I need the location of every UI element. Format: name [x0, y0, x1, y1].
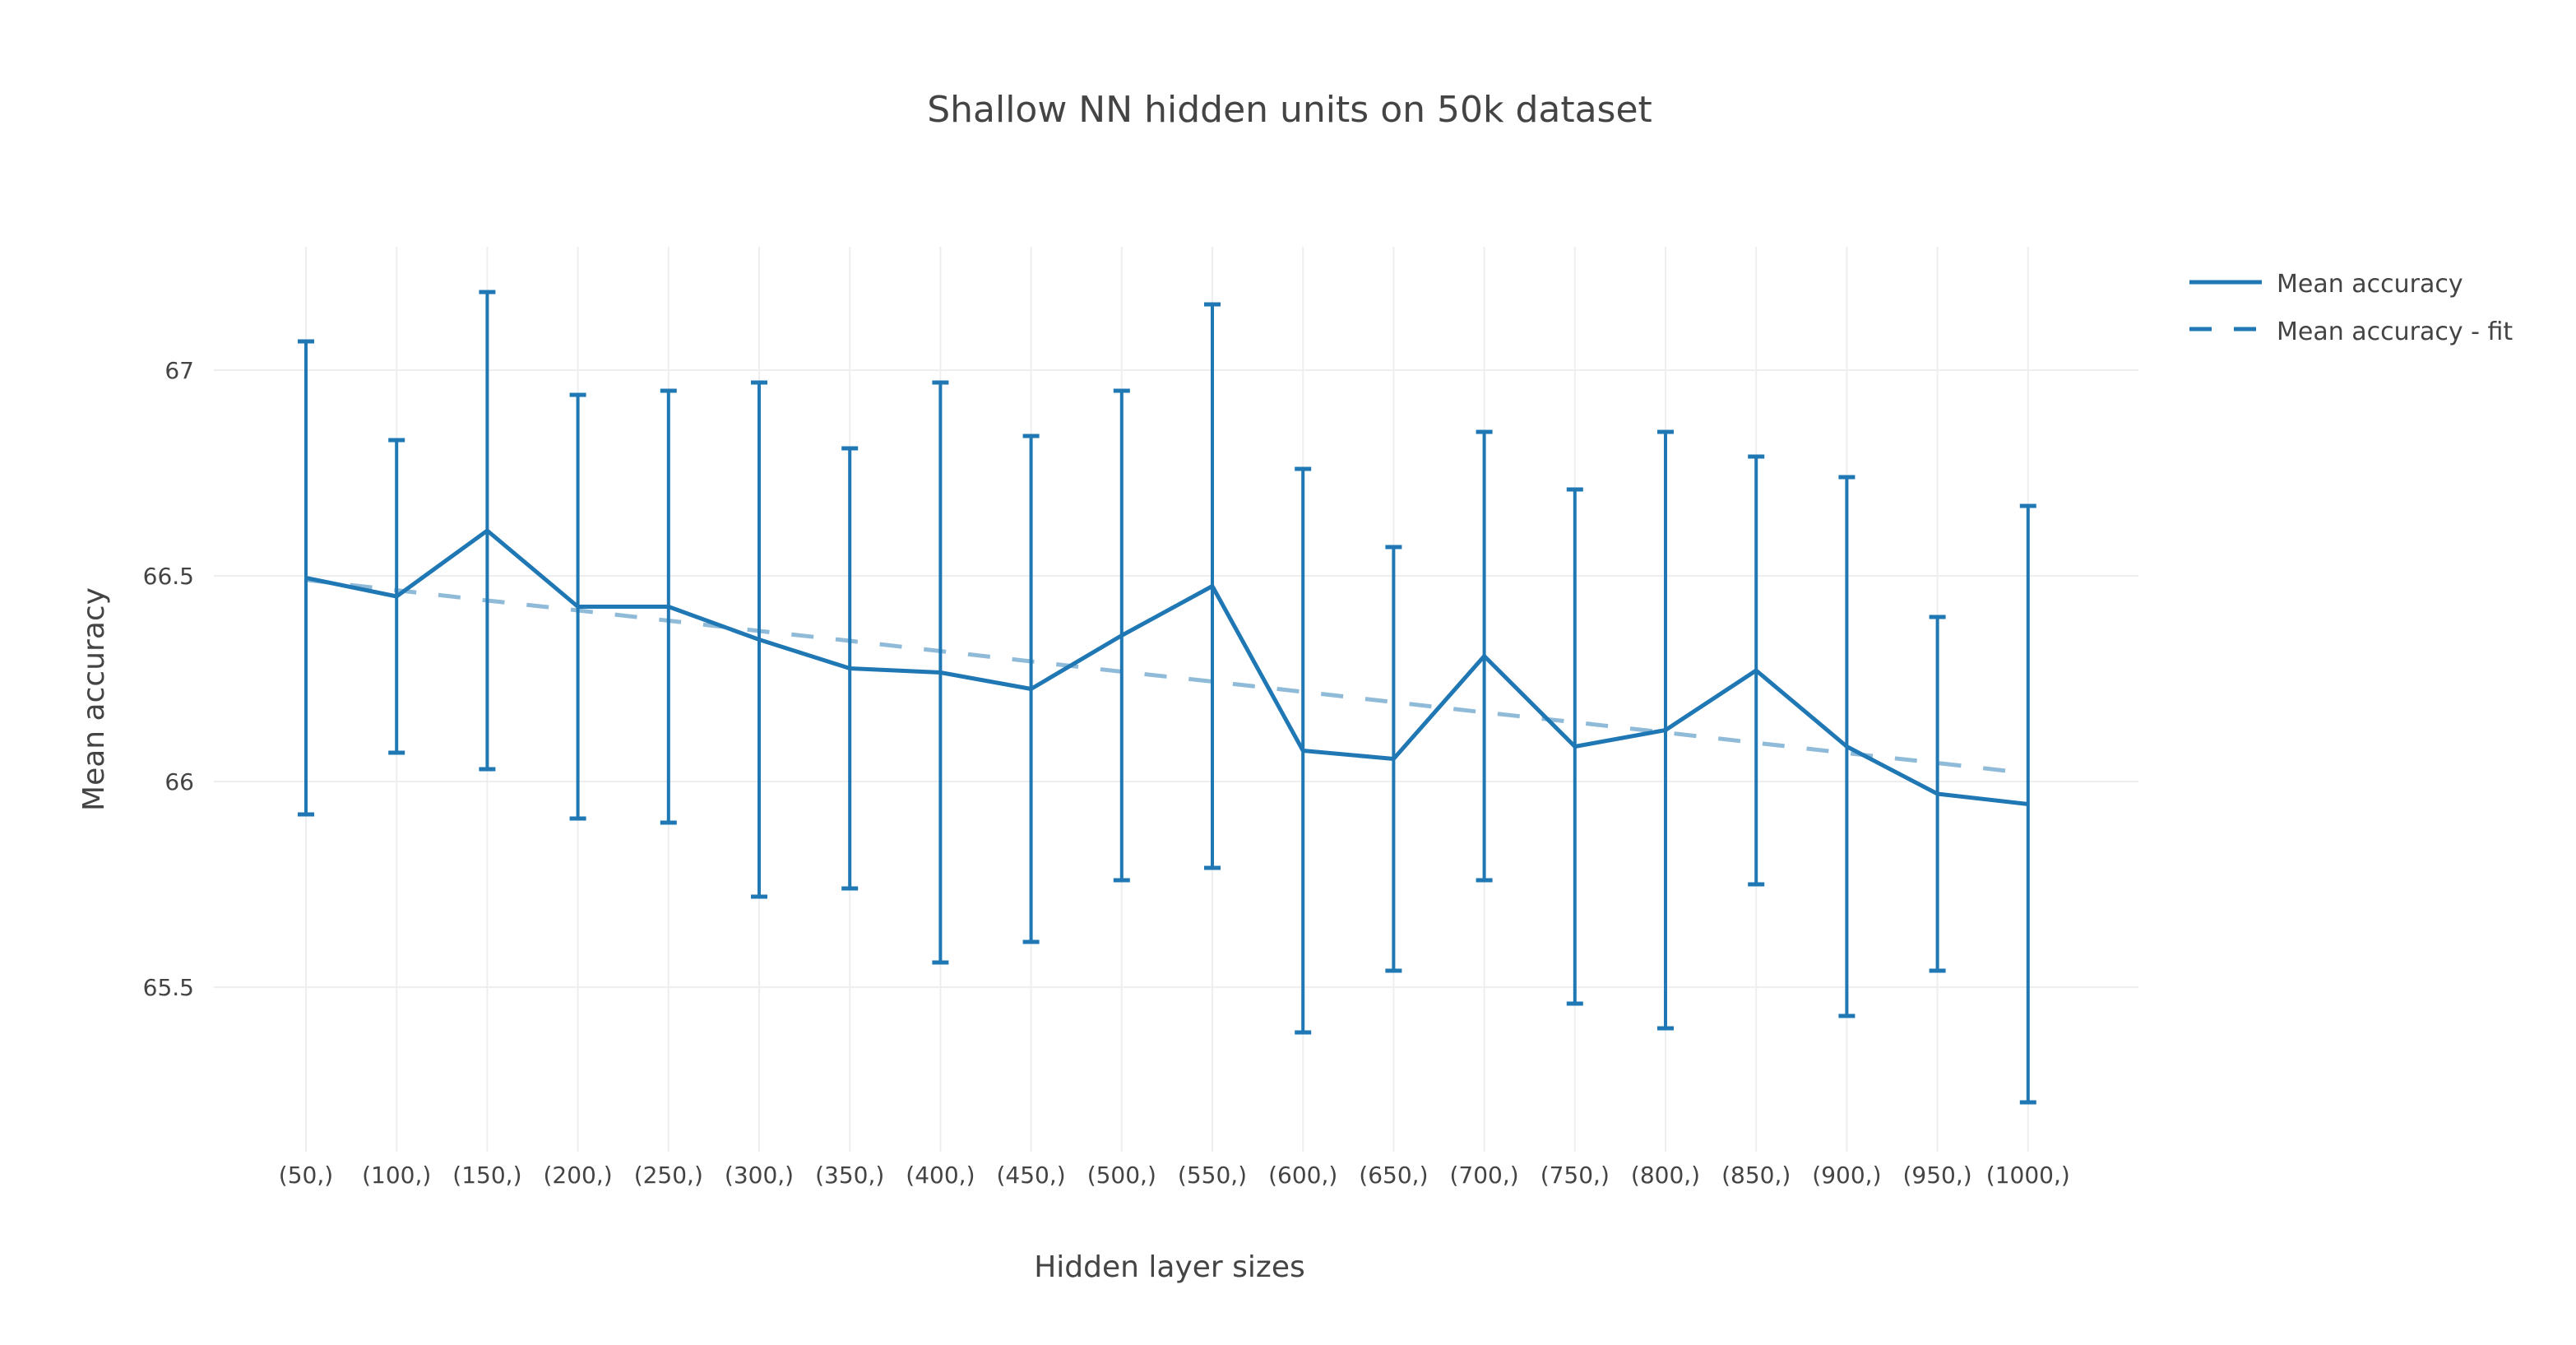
x-tick-label: (500,) — [1087, 1162, 1156, 1189]
x-tick-label: (50,) — [279, 1162, 333, 1189]
y-tick-label: 67 — [164, 357, 194, 384]
chart-title: Shallow NN hidden units on 50k dataset — [927, 89, 1652, 131]
x-tick-label: (950,) — [1902, 1162, 1971, 1189]
x-tick-label: (200,) — [543, 1162, 612, 1189]
x-tick-label: (600,) — [1268, 1162, 1337, 1189]
x-tick-label: (900,) — [1812, 1162, 1881, 1189]
x-tick-label: (400,) — [906, 1162, 975, 1189]
legend-label: Mean accuracy - fit — [2277, 318, 2513, 346]
mean-accuracy-line — [305, 528, 2029, 806]
x-axis: (50,) (100,) (150,) (200,) (250,) (300,) (350,… — [279, 1162, 2070, 1189]
x-tick-label: (1000,) — [1986, 1162, 2070, 1189]
x-tick-label: (450,) — [996, 1162, 1065, 1189]
x-tick-label: (550,) — [1178, 1162, 1247, 1189]
y-tick-label: 66.5 — [143, 563, 194, 590]
legend-label: Mean accuracy — [2277, 270, 2463, 299]
x-tick-label: (350,) — [815, 1162, 884, 1189]
x-tick-label: (850,) — [1721, 1162, 1791, 1189]
x-tick-label: (300,) — [725, 1162, 794, 1189]
legend-item-mean-accuracy[interactable]: Mean accuracy — [2189, 270, 2463, 299]
y-axis: 65.5 66 66.5 67 — [143, 357, 194, 1001]
legend[interactable]: Mean accuracy Mean accuracy - fit — [2189, 270, 2513, 346]
x-axis-title: Hidden layer sizes — [1034, 1250, 1305, 1284]
x-tick-label: (700,) — [1449, 1162, 1518, 1189]
x-tick-label: (650,) — [1359, 1162, 1428, 1189]
x-tick-label: (800,) — [1631, 1162, 1700, 1189]
x-tick-label: (750,) — [1541, 1162, 1610, 1189]
y-tick-label: 66 — [164, 768, 194, 795]
plot-area — [298, 290, 2036, 1105]
y-tick-label: 65.5 — [143, 974, 194, 1001]
x-tick-label: (150,) — [452, 1162, 521, 1189]
y-axis-title: Mean accuracy — [77, 587, 111, 811]
legend-item-mean-accuracy-fit[interactable]: Mean accuracy - fit — [2189, 318, 2513, 346]
x-tick-label: (100,) — [362, 1162, 431, 1189]
x-tick-label: (250,) — [634, 1162, 703, 1189]
